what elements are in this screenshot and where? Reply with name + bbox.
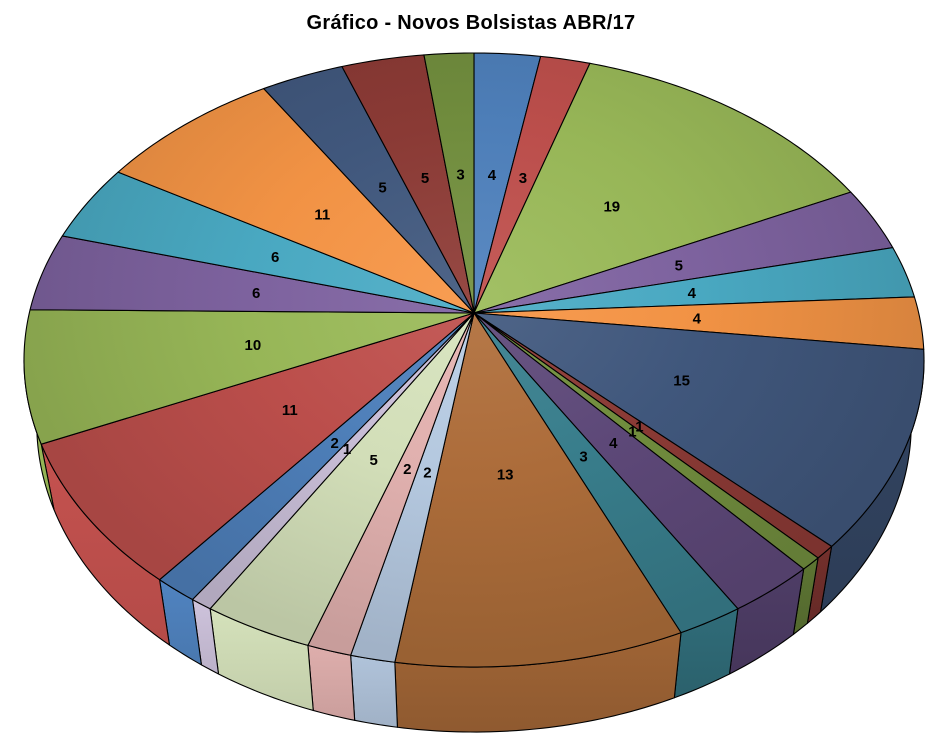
pie-walls xyxy=(23,359,925,733)
pie-data-label: 2 xyxy=(423,465,431,482)
pie-slice[interactable] xyxy=(473,312,925,547)
pie-data-label: 4 xyxy=(488,167,497,184)
pie-slice[interactable] xyxy=(61,171,475,314)
pie-slice[interactable] xyxy=(473,312,739,634)
pie-slice[interactable] xyxy=(117,88,475,314)
pie-data-label: 1 xyxy=(628,423,636,440)
pie-slice[interactable] xyxy=(423,52,475,314)
pie-data-label: 1 xyxy=(343,441,351,458)
pie-data-label: 4 xyxy=(609,435,618,452)
pie-slice[interactable] xyxy=(473,296,925,350)
pie-slice[interactable] xyxy=(40,312,475,581)
pie-slice[interactable] xyxy=(307,312,475,656)
pie-slice[interactable] xyxy=(473,247,915,314)
pie-data-label: 5 xyxy=(370,452,378,469)
chart-title: Gráfico - Novos Bolsistas ABR/17 xyxy=(306,12,636,34)
pie-data-label: 3 xyxy=(456,167,464,184)
pie-slice[interactable] xyxy=(209,312,475,646)
pie-data-label: 11 xyxy=(282,402,298,419)
pie-slices xyxy=(23,52,925,668)
pie-data-label: 4 xyxy=(688,285,697,302)
pie-slice[interactable] xyxy=(29,235,475,314)
pie-slice[interactable] xyxy=(341,54,475,314)
pie-slice-wall xyxy=(350,654,398,728)
pie-data-label: 3 xyxy=(579,449,587,466)
pie-data-label: 11 xyxy=(314,207,330,224)
pie-slice[interactable] xyxy=(159,312,475,601)
pie-slice[interactable] xyxy=(23,309,475,445)
pie-data-label: 13 xyxy=(497,467,514,484)
pie-data-label: 3 xyxy=(519,170,527,187)
pie-data-label: 2 xyxy=(403,461,411,478)
pie-data-label: 10 xyxy=(245,337,262,354)
pie-slice-wall xyxy=(307,644,356,721)
pie-slice[interactable] xyxy=(473,312,805,610)
pie-data-label: 5 xyxy=(675,258,683,275)
pie-data-label: 6 xyxy=(271,249,279,266)
pie-data-label: 6 xyxy=(252,285,260,302)
pie-slice[interactable] xyxy=(473,62,852,314)
pie-data-label: 2 xyxy=(331,435,339,452)
pie-data-label: 15 xyxy=(673,372,690,389)
pie-slice[interactable] xyxy=(473,55,591,314)
pie-slice[interactable] xyxy=(473,191,894,314)
pie-data-label: 19 xyxy=(603,199,620,216)
pie-slice[interactable] xyxy=(263,65,475,314)
pie-data-label: 4 xyxy=(693,311,702,328)
pie-data-label: 5 xyxy=(421,170,429,187)
pie-data-label: 5 xyxy=(378,180,386,197)
pie-data-label: 1 xyxy=(635,418,643,435)
pie-slice[interactable] xyxy=(394,312,682,668)
pie-slice[interactable] xyxy=(350,312,475,663)
